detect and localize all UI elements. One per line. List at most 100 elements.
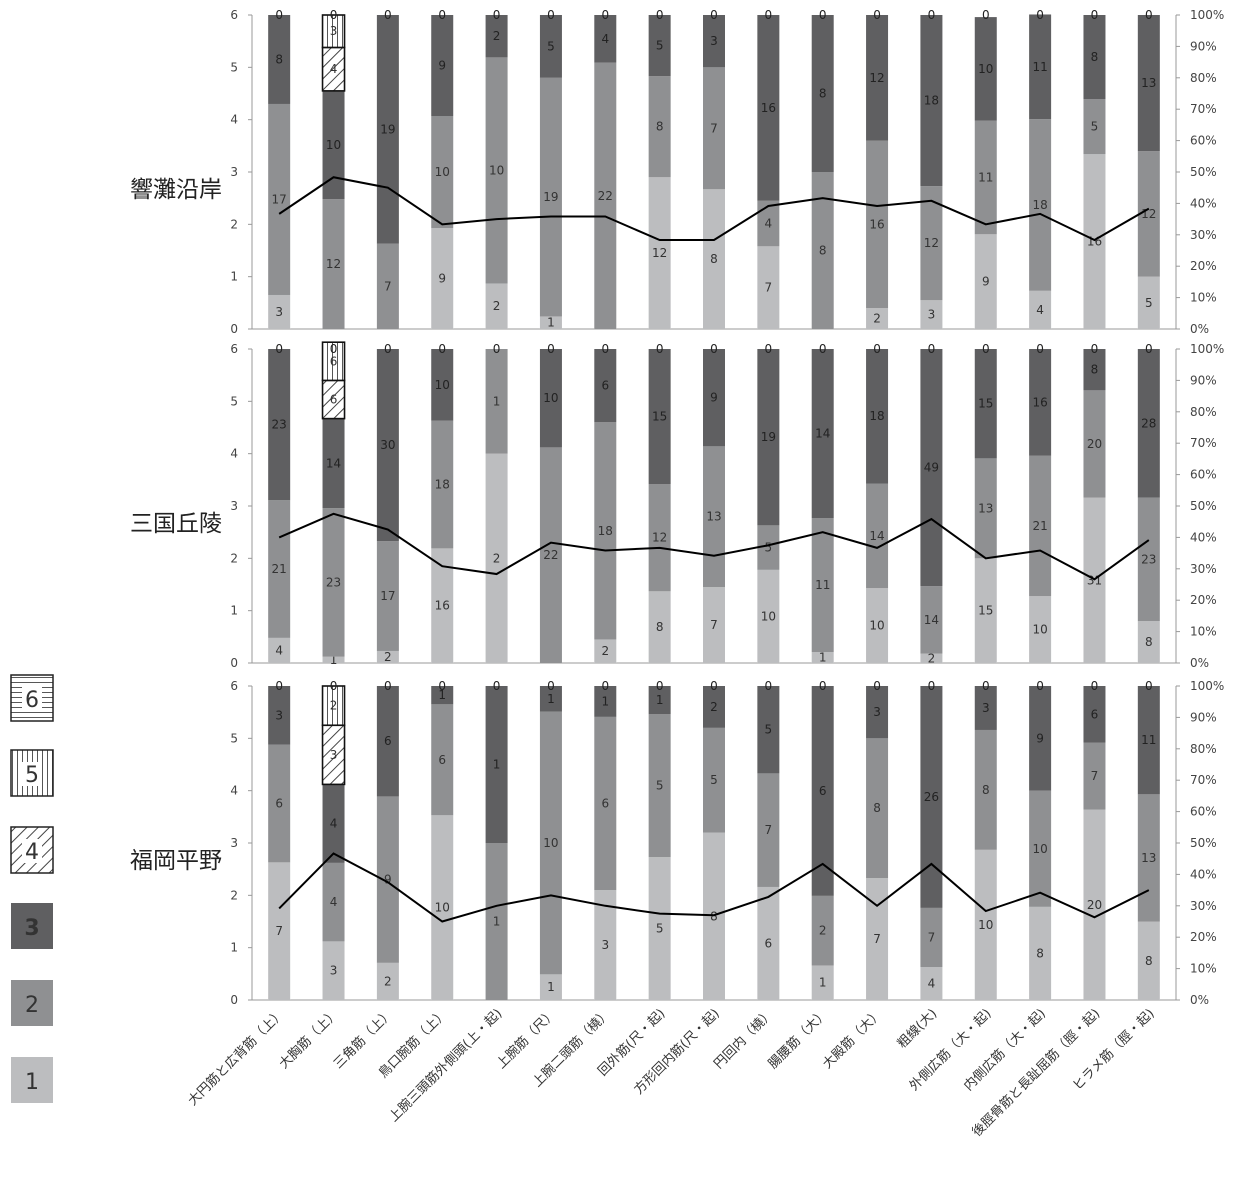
- segment-count-label: 0: [493, 342, 501, 356]
- bar-segment-level-2: [322, 508, 345, 657]
- bar-segment-level-3: [1083, 686, 1106, 743]
- segment-count-label: 8: [1091, 50, 1099, 64]
- right-tick-label: 90%: [1190, 373, 1217, 387]
- segment-count-label: 10: [978, 918, 993, 932]
- segment-count-label: 6: [438, 753, 446, 767]
- bar-segment-level-1: [648, 591, 671, 663]
- bar-segment-level-5: [321, 685, 346, 727]
- segment-count-label: 22: [598, 189, 613, 203]
- right-tick-label: 90%: [1190, 710, 1217, 724]
- segment-count-label: 8: [982, 783, 990, 797]
- bar-segment-level-2: [1083, 390, 1106, 498]
- segment-count-label: 5: [710, 773, 718, 787]
- segment-count-label: 9: [982, 275, 990, 289]
- bar-segment-level-2: [539, 447, 562, 663]
- bar-segment-level-3: [757, 349, 780, 526]
- segment-count-label: 12: [326, 257, 341, 271]
- left-tick-label: 4: [230, 113, 238, 127]
- segment-count-label: 14: [924, 613, 939, 627]
- segment-count-label: 15: [978, 397, 993, 411]
- bar-segment-level-2: [757, 200, 780, 247]
- bar-segment-level-3: [811, 15, 834, 172]
- segment-count-label: 7: [384, 279, 392, 293]
- bar-segment-level-3: [322, 784, 345, 863]
- bar-segment-level-3: [648, 686, 671, 715]
- bar-segment-level-3: [1083, 349, 1106, 391]
- segment-count-label: 6: [384, 734, 392, 748]
- bar-segment-level-1: [648, 857, 671, 1000]
- bar-segment-level-3: [1137, 349, 1160, 498]
- segment-count-label: 0: [982, 342, 990, 356]
- bar-segment-level-3: [757, 15, 780, 201]
- segment-count-label: 9: [710, 391, 718, 405]
- segment-count-label: 6: [765, 936, 773, 950]
- segment-count-label: 3: [601, 938, 609, 952]
- legend-label-backing: [22, 687, 42, 711]
- bar-segment-level-3: [703, 686, 725, 728]
- segment-count-label: 16: [761, 101, 776, 115]
- segment-count-label: 28: [1141, 416, 1156, 430]
- average-line: [278, 176, 1150, 242]
- segment-count-label: 11: [815, 578, 830, 592]
- bar-segment-level-1: [376, 962, 399, 1000]
- legend-label-backing: [22, 839, 42, 863]
- segment-count-label: 1: [547, 316, 555, 330]
- bar-segment-level-3: [322, 418, 345, 509]
- segment-count-label: 0: [1036, 342, 1044, 356]
- bar-segment-level-1: [920, 300, 943, 329]
- bar-segment-level-3: [974, 17, 997, 121]
- segment-count-label: 2: [493, 29, 501, 43]
- bar-segment-level-2: [268, 103, 291, 295]
- left-tick-label: 4: [230, 447, 238, 461]
- segment-count-label: 5: [1091, 120, 1099, 134]
- bar-segment-level-3: [376, 349, 399, 542]
- bar-segment-level-2: [866, 738, 889, 879]
- bar-segment-level-2: [866, 140, 889, 309]
- bar-segment-level-2: [757, 773, 780, 887]
- bar-segment-level-1: [322, 941, 345, 1000]
- segment-count-label: 10: [543, 391, 558, 405]
- legend: 6 5 4 3 2 1: [10, 674, 54, 1103]
- segment-count-label: 0: [547, 679, 555, 693]
- right-tick-label: 10%: [1190, 625, 1217, 639]
- bar-segment-level-1: [811, 965, 834, 1000]
- left-tick-label: 5: [230, 394, 238, 408]
- segment-count-label: 0: [438, 8, 446, 22]
- left-tick-label: 4: [230, 784, 238, 798]
- segment-count-label: 14: [869, 529, 884, 543]
- segment-count-label: 0: [1091, 342, 1099, 356]
- segment-count-label: 8: [275, 52, 283, 66]
- segment-count-label: 6: [330, 393, 338, 407]
- segment-count-label: 3: [873, 705, 881, 719]
- bar-segment-level-1: [703, 832, 725, 1000]
- bar-segment-level-1: [1083, 154, 1106, 329]
- bar-segment-level-2: [431, 420, 454, 549]
- segment-count-label: 10: [869, 619, 884, 633]
- bar-segment-level-2: [920, 586, 943, 654]
- bar-segment-level-1: [703, 587, 725, 663]
- segment-count-label: 0: [1145, 679, 1153, 693]
- bar-segment-level-3: [1029, 14, 1052, 120]
- segment-count-label: 4: [928, 977, 936, 991]
- bar-segment-level-2: [920, 186, 943, 301]
- bar-segment-level-3: [703, 15, 725, 68]
- segment-count-label: 6: [330, 354, 338, 368]
- bar-segment-level-5: [321, 14, 346, 49]
- segment-count-label: 4: [330, 62, 338, 76]
- segment-count-label: 13: [1141, 76, 1156, 90]
- left-tick-label: 6: [230, 8, 238, 22]
- segment-count-label: 6: [1091, 707, 1099, 721]
- segment-count-label: 0: [873, 8, 881, 22]
- segment-count-label: 0: [275, 8, 283, 22]
- segment-count-label: 0: [765, 679, 773, 693]
- bar-segment-level-2: [648, 76, 671, 178]
- segment-count-label: 0: [601, 342, 609, 356]
- left-tick-label: 2: [230, 888, 238, 902]
- legend-label: 3: [24, 916, 39, 941]
- segment-count-label: 8: [656, 120, 664, 134]
- bar-segment-level-3: [866, 349, 889, 484]
- right-tick-label: 50%: [1190, 499, 1217, 513]
- right-tick-label: 50%: [1190, 165, 1217, 179]
- bar-segment-level-2: [322, 199, 345, 329]
- segment-count-label: 8: [819, 244, 827, 258]
